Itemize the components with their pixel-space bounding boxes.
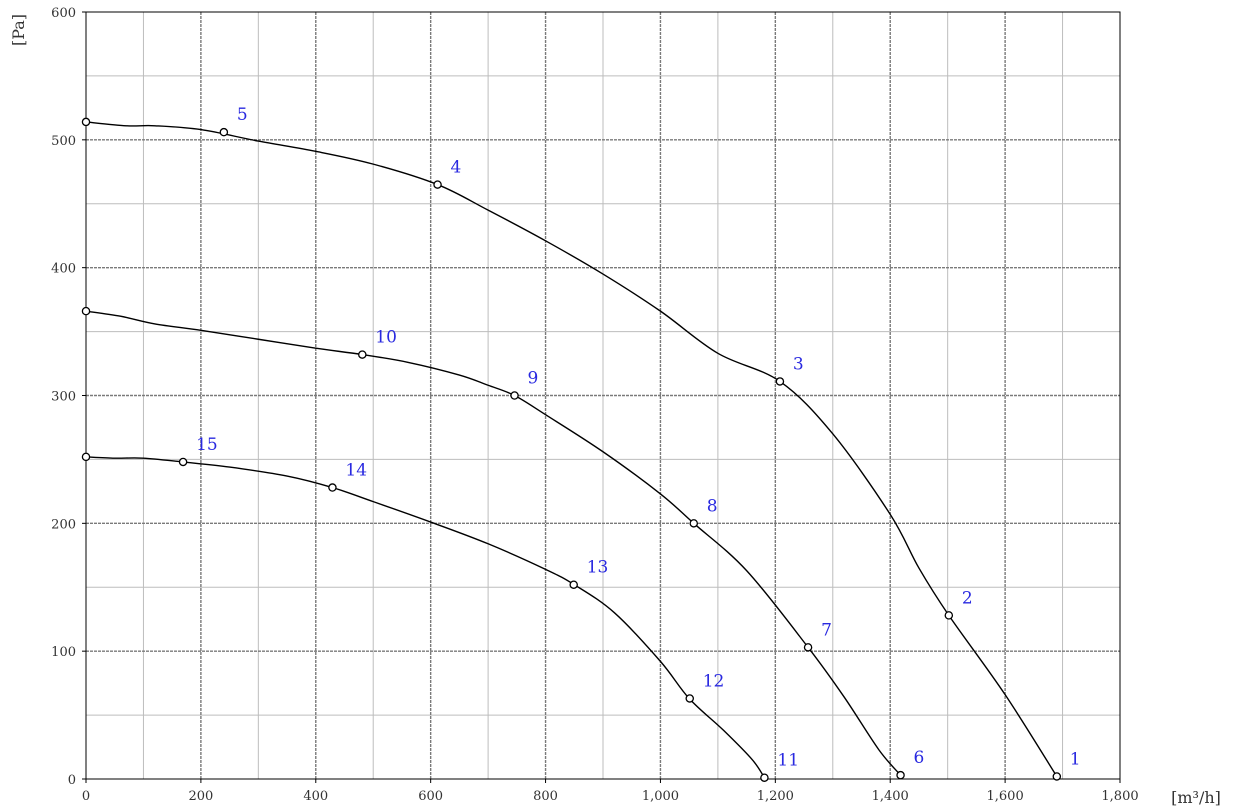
operating-point-10-marker: [358, 350, 367, 359]
operating-point-15-label: 15: [196, 435, 218, 455]
x-tick-label: 800: [533, 789, 558, 804]
operating-point-9-label: 9: [528, 369, 539, 389]
x-tick-label: 200: [188, 789, 213, 804]
x-tick-label: 400: [303, 789, 328, 804]
y-tick-label: 300: [51, 390, 76, 405]
x-axis-ticks: 0 200 400 600 800 1,000 1,200 1,400 1,600 1,800: [82, 779, 1139, 804]
x-tick-label: 1,200: [757, 789, 794, 804]
operating-point-4-marker: [433, 180, 442, 189]
fan-curve-3: [85, 456, 766, 779]
operating-point-4-label: 4: [451, 158, 462, 178]
operating-point-5-marker: [219, 127, 229, 137]
curve-start-marker: [81, 452, 91, 462]
operating-point-1-marker: [1052, 772, 1062, 781]
fan-curve-2: [85, 310, 902, 776]
operating-point-14-marker: [328, 483, 337, 492]
fan-curve-1: [85, 121, 1058, 777]
y-axis-ticks: 0 100 200 300 400 500 600: [51, 6, 86, 788]
curve-start-marker: [81, 117, 91, 127]
curve-start-marker: [81, 306, 91, 316]
operating-point-13-marker: [569, 580, 578, 589]
x-tick-label: 1,600: [987, 789, 1024, 804]
y-tick-label: 500: [51, 134, 76, 149]
operating-point-2-label: 2: [962, 588, 973, 608]
operating-point-15-marker: [178, 457, 188, 467]
operating-point-5-label: 5: [237, 105, 248, 125]
y-axis-unit-label: [Pa]: [9, 14, 28, 46]
operating-point-11-marker: [760, 773, 769, 782]
operating-point-13-label: 13: [587, 558, 609, 578]
operating-point-14-label: 14: [345, 461, 367, 481]
x-axis-unit-label: [m³/h]: [1171, 788, 1221, 807]
operating-point-8-label: 8: [707, 496, 718, 516]
operating-point-10-label: 10: [375, 328, 397, 348]
operating-point-12-label: 12: [703, 671, 725, 691]
operating-point-6-marker: [896, 770, 905, 780]
operating-point-markers: [81, 117, 1062, 782]
major-gridlines: [86, 12, 1120, 779]
y-tick-label: 400: [51, 262, 76, 277]
operating-point-2-marker: [944, 611, 954, 620]
y-tick-label: 100: [51, 645, 76, 660]
operating-point-11-label: 11: [777, 751, 799, 771]
x-tick-label: 0: [82, 789, 90, 804]
operating-point-8-marker: [689, 519, 699, 528]
y-tick-label: 200: [51, 517, 76, 532]
operating-point-12-marker: [685, 694, 694, 703]
operating-point-3-marker: [775, 377, 785, 386]
fan-curves: [85, 121, 1058, 779]
y-tick-label: 0: [68, 773, 76, 788]
x-tick-label: 1,000: [642, 789, 679, 804]
y-tick-label: 600: [51, 6, 76, 21]
x-tick-label: 1,400: [872, 789, 909, 804]
operating-point-7-marker: [803, 643, 813, 652]
x-tick-label: 1,800: [1101, 789, 1138, 804]
operating-point-9-marker: [510, 391, 519, 400]
operating-point-6-label: 6: [914, 748, 925, 768]
operating-point-3-label: 3: [793, 354, 804, 374]
operating-point-7-label: 7: [821, 620, 832, 640]
operating-point-1-label: 1: [1070, 749, 1081, 769]
x-tick-label: 600: [418, 789, 443, 804]
